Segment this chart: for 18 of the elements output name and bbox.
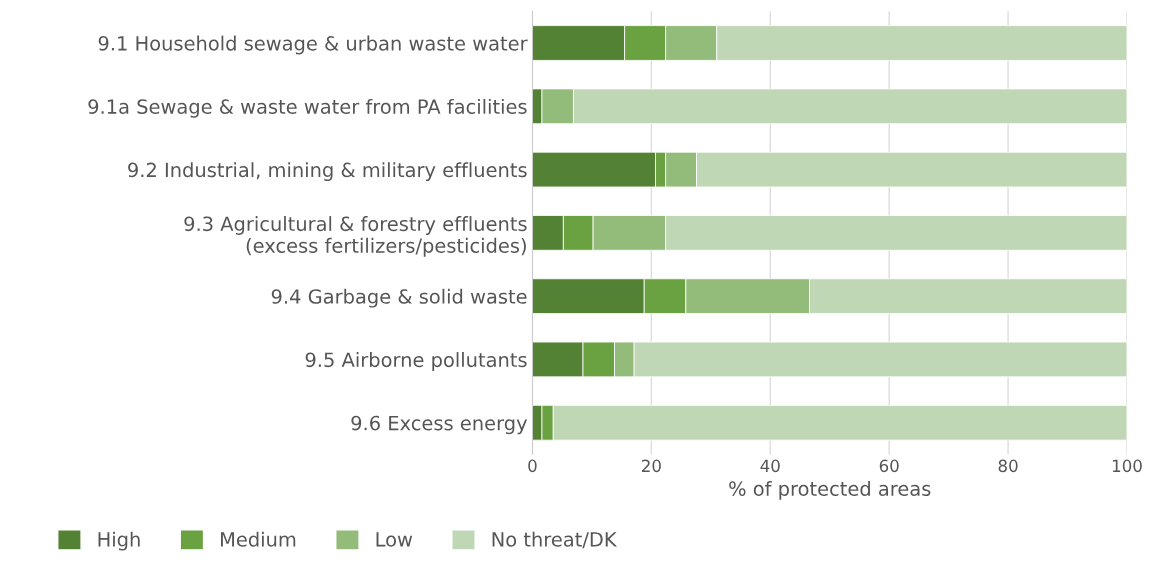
y-tick-label: 9.1a Sewage & waste water from PA facilities (88, 98, 527, 118)
legend-label: Medium (221, 531, 296, 547)
legend-label: No threat/DK (492, 531, 618, 549)
x-tick-label: 0 (528, 459, 537, 473)
y-tick-label: 9.1 Household sewage & urban waste water (98, 35, 528, 55)
y-tick-label: 9.5 Airborne pollutants (305, 352, 527, 371)
y-tick-label: 9.2 Industrial, mining & military effluents (128, 162, 527, 182)
legend-label: Low (376, 532, 413, 547)
x-tick-label: 40 (760, 459, 780, 473)
x-axis-title: % of protected areas (729, 480, 931, 500)
y-tick-label: 9.6 Excess energy (351, 415, 528, 435)
x-tick-label: 80 (998, 459, 1018, 473)
x-tick-label: 100 (1112, 459, 1142, 473)
y-tick-label: 9.3 Agricultural & forestry effluents (excess fertilizers/pesticides) (184, 216, 527, 257)
x-tick-label: 20 (641, 459, 661, 473)
legend-label: High (98, 531, 140, 551)
y-tick-label: 9.4 Garbage & solid waste (271, 288, 527, 308)
x-tick-label: 60 (879, 459, 899, 473)
